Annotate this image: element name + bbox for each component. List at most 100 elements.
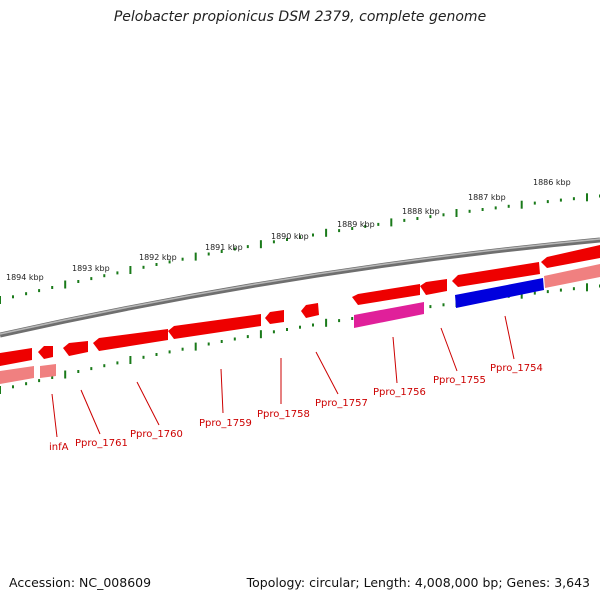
minor-tick (494, 206, 497, 210)
minor-tick (312, 233, 314, 237)
outer-tick-ring (0, 193, 600, 304)
minor-tick (377, 222, 380, 226)
genome-summary-text: Topology: circular; Length: 4,008,000 bp… (246, 575, 590, 590)
minor-tick (272, 330, 275, 334)
genome-backbone-highlight (0, 238, 600, 335)
gene-label-ppro1754[interactable]: Ppro_1754 (490, 363, 543, 374)
minor-tick (142, 265, 145, 269)
minor-tick (299, 235, 301, 239)
major-tick (325, 228, 328, 237)
minor-tick (546, 200, 549, 204)
major-tick (259, 240, 262, 249)
minor-tick (233, 337, 236, 341)
minor-tick (103, 364, 106, 368)
minor-tick (12, 295, 14, 299)
minor-tick (546, 290, 549, 294)
major-tick (0, 386, 1, 394)
gene-label-ppro1755[interactable]: Ppro_1755 (433, 375, 486, 386)
gene-arrow-ppro1758[interactable] (265, 310, 284, 324)
major-tick (64, 280, 67, 289)
minor-tick (77, 370, 80, 373)
minor-tick (25, 292, 28, 296)
gene-box-ppro1756[interactable] (354, 302, 424, 328)
scale-label: 1887 kbp (468, 193, 506, 202)
gene-box-infA-rev[interactable] (40, 364, 56, 378)
major-tick (520, 290, 523, 299)
minor-tick (286, 238, 288, 241)
minor-tick (312, 323, 314, 327)
minor-tick (51, 286, 54, 289)
reverse-strand-genes (0, 264, 600, 384)
accession-text: Accession: NC_008609 (9, 575, 152, 590)
genome-backbone (0, 237, 600, 338)
gene-arrow-ppro1759[interactable] (168, 314, 261, 339)
label-leader-lines (51, 315, 515, 438)
major-tick (194, 252, 197, 261)
gene-box-ppro1754[interactable] (455, 278, 544, 308)
minor-tick (90, 367, 93, 371)
scale-label: 1894 kbp (6, 273, 44, 282)
minor-tick (207, 342, 210, 346)
minor-tick (142, 355, 145, 359)
gene-arrow-right-edge[interactable] (541, 245, 600, 268)
gene-arrow[interactable] (0, 348, 32, 366)
minor-tick (481, 208, 484, 211)
minor-tick (559, 288, 562, 292)
minor-tick (533, 291, 536, 295)
minor-tick (416, 217, 419, 220)
minor-tick (38, 379, 41, 383)
kbp-scale-labels: 1894 kbp 1893 kbp 1892 kbp 1891 kbp 1890… (6, 178, 571, 282)
gene-labels: infA Ppro_1761 Ppro_1760 Ppro_1759 Ppro_… (49, 363, 543, 453)
minor-tick (442, 303, 445, 307)
gene-label-ppro1758[interactable]: Ppro_1758 (257, 409, 310, 420)
major-tick (390, 218, 393, 227)
scale-label: 1893 kbp (72, 264, 110, 273)
gene-label-ppro1757[interactable]: Ppro_1757 (315, 398, 368, 409)
minor-tick (181, 257, 184, 261)
major-tick (0, 296, 1, 304)
gene-label-infA[interactable]: infA (49, 442, 69, 453)
gene-arrow-infA[interactable] (38, 346, 53, 359)
map-title: Pelobacter propionicus DSM 2379, complet… (113, 9, 487, 25)
minor-tick (155, 263, 158, 266)
minor-tick (90, 277, 93, 281)
gene-arrow-ppro1755-top[interactable] (420, 279, 447, 295)
minor-tick (246, 245, 249, 249)
gene-box-right-edge[interactable] (544, 264, 600, 288)
scale-label: 1889 kbp (337, 220, 375, 229)
minor-tick (338, 229, 341, 233)
scale-label: 1891 kbp (205, 243, 243, 252)
minor-tick (168, 350, 171, 354)
minor-tick (12, 385, 14, 389)
minor-tick (286, 328, 288, 331)
minor-tick (468, 209, 471, 213)
minor-tick (220, 340, 223, 343)
scale-label: 1892 kbp (139, 253, 177, 262)
minor-tick (116, 271, 119, 275)
minor-tick (77, 280, 80, 283)
minor-tick (364, 224, 367, 228)
gene-arrow-ppro1760[interactable] (93, 329, 168, 351)
major-tick (520, 200, 523, 209)
gene-arrow-ppro1756-top[interactable] (352, 284, 420, 305)
gene-arrow-ppro1757[interactable] (301, 303, 319, 318)
gene-label-ppro1759[interactable]: Ppro_1759 (199, 418, 252, 429)
minor-tick (351, 317, 354, 320)
major-tick (194, 342, 197, 351)
minor-tick (533, 201, 536, 205)
gene-arrow-ppro1754-top[interactable] (452, 262, 540, 287)
gene-label-ppro1761[interactable]: Ppro_1761 (75, 438, 128, 449)
gene-label-ppro1756[interactable]: Ppro_1756 (373, 387, 426, 398)
gene-box-left[interactable] (0, 366, 34, 384)
minor-tick (51, 376, 54, 379)
major-tick (129, 356, 132, 364)
major-tick (586, 193, 588, 202)
minor-tick (25, 382, 28, 386)
major-tick (129, 266, 132, 274)
minor-tick (507, 204, 510, 208)
gene-arrow-ppro1761[interactable] (63, 341, 88, 356)
major-tick (586, 283, 588, 292)
gene-label-ppro1760[interactable]: Ppro_1760 (130, 429, 183, 440)
major-tick (325, 318, 328, 327)
